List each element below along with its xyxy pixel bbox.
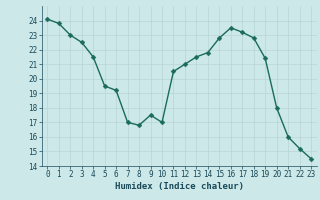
X-axis label: Humidex (Indice chaleur): Humidex (Indice chaleur) — [115, 182, 244, 191]
